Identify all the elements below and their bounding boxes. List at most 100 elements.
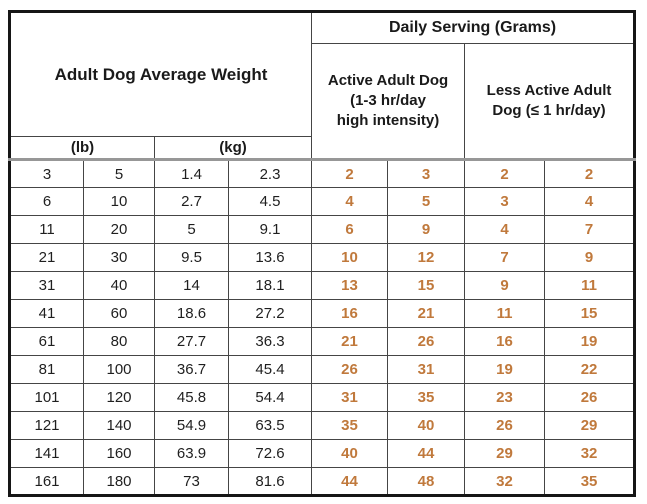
weight-value-cell: 11 [9,215,84,244]
table-row: 121 140 54.9 63.5 35 40 26 29 [9,411,636,440]
header-row-3: (lb) (kg) [9,136,635,160]
kg-unit-header-cell: (kg) [153,136,313,160]
serving-value-cell: 12 [387,243,466,272]
weight-serving-tbody: 3 5 1.4 2.3 2 3 2 2 6 10 2.7 4.5 4 5 3 4 11 20 5 9.1 6 9 4 7 21 3… [9,158,636,496]
weight-value-cell: 120 [83,383,155,412]
serving-value-cell: 15 [387,271,466,300]
weight-value-cell: 45.4 [227,355,313,384]
serving-value-cell: 40 [311,439,389,468]
weight-value-cell: 54.4 [227,383,313,412]
serving-value-cell: 6 [311,215,389,244]
less-active-dog-header-cell: Less Active Adult Dog (≤ 1 hr/day) [464,43,636,160]
serving-value-cell: 31 [311,383,389,412]
weight-value-cell: 6 [9,187,84,216]
serving-value-cell: 10 [311,243,389,272]
serving-value-cell: 21 [311,327,389,356]
table-row: 21 30 9.5 13.6 10 12 7 9 [9,243,636,272]
dog-feeding-table: Adult Dog Average Weight Daily Serving (… [8,10,637,497]
weight-value-cell: 121 [9,411,84,440]
weight-header-cell: Adult Dog Average Weight [8,11,313,137]
table-row: 11 20 5 9.1 6 9 4 7 [9,215,636,244]
weight-value-cell: 2.3 [227,158,313,188]
serving-value-cell: 3 [464,187,546,216]
serving-value-cell: 11 [464,299,546,328]
serving-value-cell: 4 [544,187,636,216]
serving-value-cell: 35 [311,411,389,440]
table-row: 101 120 45.8 54.4 31 35 23 26 [9,383,636,412]
weight-value-cell: 41 [9,299,84,328]
table-row: 161 180 73 81.6 44 48 32 35 [9,467,636,496]
weight-value-cell: 73 [154,467,229,496]
serving-value-cell: 26 [464,411,546,440]
serving-value-cell: 29 [464,439,546,468]
weight-value-cell: 81.6 [227,467,313,496]
weight-value-cell: 14 [154,271,229,300]
serving-value-cell: 3 [387,158,466,188]
header-row-1: Adult Dog Average Weight Daily Serving (… [8,11,636,137]
weight-value-cell: 18.6 [154,299,229,328]
weight-value-cell: 27.7 [154,327,229,356]
weight-value-cell: 5 [154,215,229,244]
weight-value-cell: 36.7 [154,355,229,384]
active-dog-header-cell: Active Adult Dog (1-3 hr/day high intens… [311,43,466,160]
weight-value-cell: 140 [83,411,155,440]
weight-value-cell: 30 [83,243,155,272]
serving-value-cell: 9 [387,215,466,244]
table-row: 41 60 18.6 27.2 16 21 11 15 [9,299,636,328]
serving-value-cell: 19 [464,355,546,384]
serving-value-cell: 29 [544,411,636,440]
serving-value-cell: 16 [311,299,389,328]
serving-value-cell: 2 [544,158,636,188]
serving-value-cell: 23 [464,383,546,412]
serving-value-cell: 26 [544,383,636,412]
weight-value-cell: 36.3 [227,327,313,356]
weight-value-cell: 13.6 [227,243,313,272]
weight-value-cell: 180 [83,467,155,496]
header-row-2: Active Adult Dog (1-3 hr/day high intens… [10,43,636,160]
weight-value-cell: 21 [9,243,84,272]
serving-value-cell: 19 [544,327,636,356]
weight-value-cell: 54.9 [154,411,229,440]
serving-value-cell: 44 [387,439,466,468]
weight-value-cell: 101 [9,383,84,412]
serving-value-cell: 31 [387,355,466,384]
weight-value-cell: 63.5 [227,411,313,440]
weight-value-cell: 5 [83,158,155,188]
serving-value-cell: 26 [387,327,466,356]
serving-value-cell: 5 [387,187,466,216]
weight-value-cell: 31 [9,271,84,300]
weight-value-cell: 161 [9,467,84,496]
lb-unit-header-cell: (lb) [9,136,155,160]
weight-value-cell: 27.2 [227,299,313,328]
weight-value-cell: 3 [9,158,84,188]
serving-header-cell: Daily Serving (Grams) [311,11,636,44]
serving-value-cell: 32 [544,439,636,468]
serving-value-cell: 15 [544,299,636,328]
serving-value-cell: 13 [311,271,389,300]
weight-value-cell: 100 [83,355,155,384]
serving-value-cell: 44 [311,467,389,496]
serving-value-cell: 9 [544,243,636,272]
serving-value-cell: 2 [464,158,546,188]
serving-value-cell: 7 [464,243,546,272]
table-header: Adult Dog Average Weight Daily Serving (… [8,11,636,160]
serving-value-cell: 16 [464,327,546,356]
weight-value-cell: 141 [9,439,84,468]
weight-value-cell: 2.7 [154,187,229,216]
serving-value-cell: 26 [311,355,389,384]
serving-value-cell: 48 [387,467,466,496]
table-row: 31 40 14 18.1 13 15 9 11 [9,271,636,300]
serving-value-cell: 9 [464,271,546,300]
table-row: 141 160 63.9 72.6 40 44 29 32 [9,439,636,468]
weight-value-cell: 60 [83,299,155,328]
weight-value-cell: 40 [83,271,155,300]
table-row: 81 100 36.7 45.4 26 31 19 22 [9,355,636,384]
weight-value-cell: 80 [83,327,155,356]
weight-value-cell: 160 [83,439,155,468]
weight-value-cell: 1.4 [154,158,229,188]
weight-value-cell: 63.9 [154,439,229,468]
serving-value-cell: 22 [544,355,636,384]
serving-value-cell: 21 [387,299,466,328]
table-row: 3 5 1.4 2.3 2 3 2 2 [9,158,636,188]
serving-value-cell: 4 [464,215,546,244]
